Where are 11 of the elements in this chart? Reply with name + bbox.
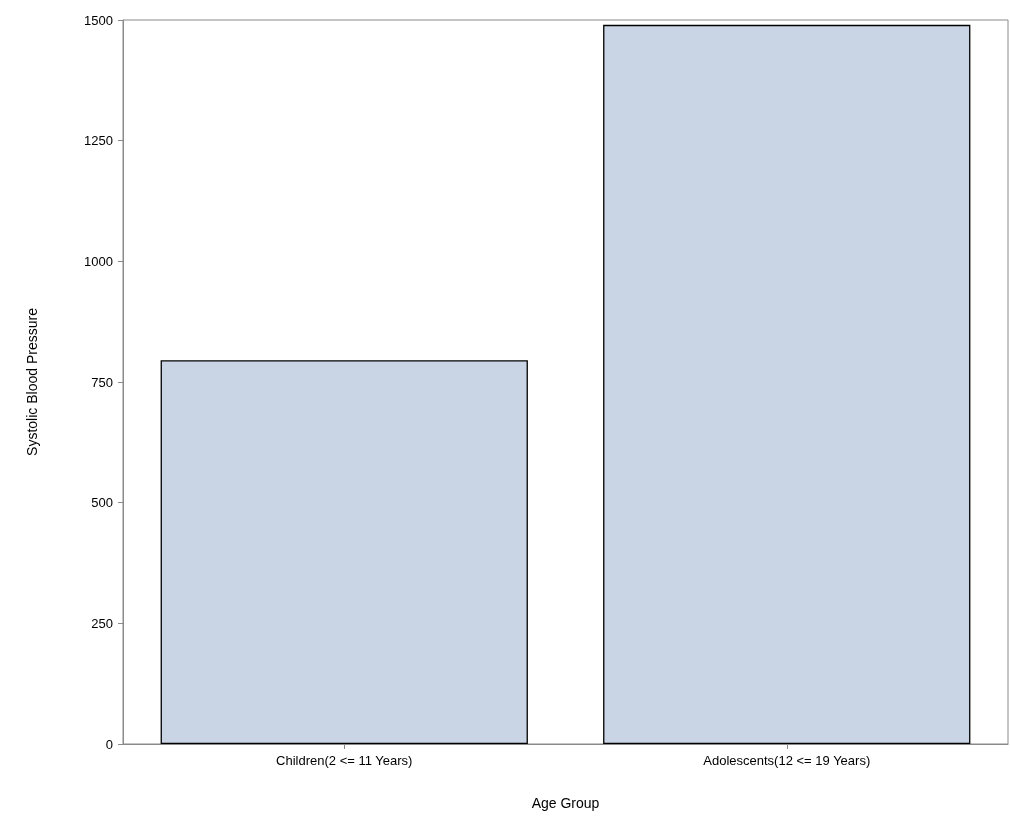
y-tick-label: 750 xyxy=(91,374,113,390)
y-tick-label: 1500 xyxy=(84,12,113,28)
y-tick-label: 500 xyxy=(91,495,113,511)
x-tick-label: Children(2 <= 11 Years) xyxy=(276,753,413,768)
y-axis-title: Systolic Blood Pressure xyxy=(24,307,40,456)
y-tick-label: 0 xyxy=(105,736,113,752)
x-axis-title: Age Group xyxy=(531,795,600,811)
x-tick-label: Adolescents(12 <= 19 Years) xyxy=(703,753,871,768)
y-tick-label: 1000 xyxy=(84,253,113,269)
y-tick-label: 250 xyxy=(91,615,113,631)
y-tick-label: 1250 xyxy=(84,133,113,149)
